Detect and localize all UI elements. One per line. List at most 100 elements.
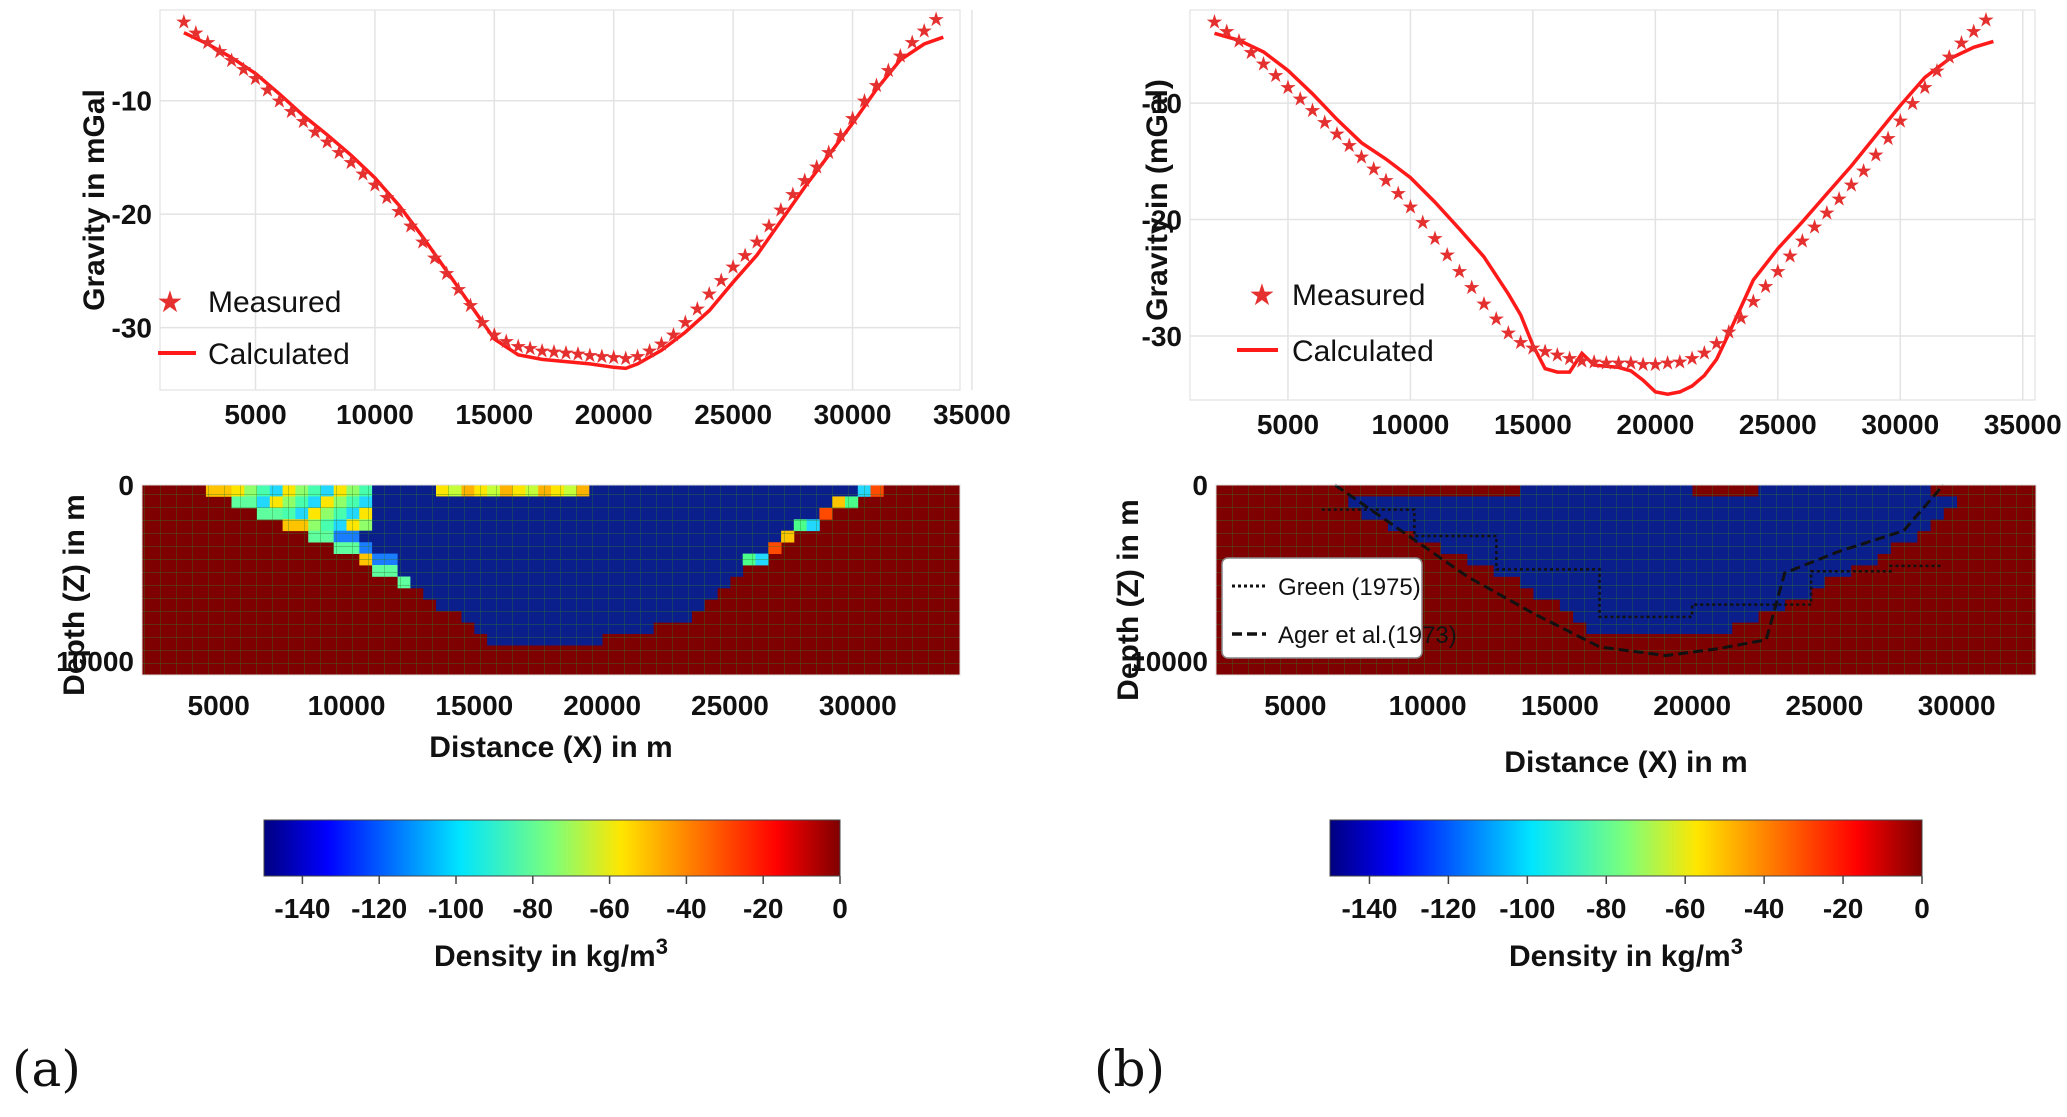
- measured-point-b: ★: [1867, 144, 1885, 166]
- measured-point-a: ★: [438, 263, 456, 285]
- measured-point-a: ★: [772, 200, 790, 222]
- measured-point-a: ★: [521, 338, 539, 360]
- colorbar-tick-label-b: -120: [1420, 893, 1476, 924]
- gravity-legend-a: ★ Measured Calculated: [157, 286, 350, 371]
- measured-point-a: ★: [533, 340, 551, 362]
- colorbar-label-a: Density in kg/m3: [434, 934, 668, 973]
- measured-point-a: ★: [856, 91, 874, 113]
- measured-point-a: ★: [330, 142, 348, 164]
- model-y-tick-label-b: 0: [1192, 470, 1208, 501]
- colorbar-tick-label-b: -80: [1586, 893, 1626, 924]
- measured-point-a: ★: [700, 284, 718, 306]
- colorbar-tick-label-b: -20: [1823, 893, 1863, 924]
- measured-point-a: ★: [485, 324, 503, 346]
- measured-point-b: ★: [1646, 354, 1664, 376]
- depth-ylabel-b: Depth (Z) in m: [1112, 499, 1145, 701]
- model-x-tick-label-a: 5000: [188, 690, 250, 721]
- measured-point-a: ★: [927, 9, 945, 31]
- measured-point-b: ★: [1352, 147, 1370, 169]
- measured-point-b: ★: [1744, 291, 1762, 313]
- colorbar-label-a-text: Density in kg/m: [434, 940, 656, 973]
- measured-point-b: ★: [1806, 217, 1824, 239]
- colorbar-a: -140 -120 -100 -80 -60 -40 -20 0: [263, 819, 848, 924]
- measured-point-a: ★: [676, 312, 694, 334]
- colorbar-label-b: Density in kg/m3: [1509, 934, 1743, 973]
- colorbar-tick-label-a: -140: [274, 893, 330, 924]
- measured-point-b: ★: [1597, 353, 1615, 375]
- model-x-tick-label-b: 15000: [1521, 690, 1599, 721]
- measured-point-b: ★: [1414, 212, 1432, 234]
- measured-point-b: ★: [1842, 175, 1860, 197]
- model-x-tick-label-a: 30000: [819, 690, 897, 721]
- model-x-tick-label-b: 5000: [1264, 690, 1326, 721]
- colorbar-label-b-text: Density in kg/m: [1509, 940, 1731, 973]
- model-x-tick-label-a: 25000: [691, 690, 769, 721]
- measured-point-b: ★: [1953, 33, 1971, 55]
- x-tick-label-a: 15000: [455, 399, 533, 430]
- measured-point-a: ★: [258, 79, 276, 101]
- measured-point-b: ★: [1855, 161, 1873, 183]
- legend-measured-label-a: Measured: [208, 286, 341, 319]
- measured-point-a: ★: [270, 91, 288, 113]
- measured-point-b: ★: [1585, 352, 1603, 374]
- measured-point-a: ★: [808, 157, 826, 179]
- measured-point-b: ★: [1671, 352, 1689, 374]
- measured-point-a: ★: [617, 348, 635, 370]
- measured-point-a: ★: [760, 216, 778, 238]
- measured-point-b: ★: [1401, 197, 1419, 219]
- x-tick-label-b: 25000: [1739, 409, 1817, 440]
- measured-point-b: ★: [1463, 277, 1481, 299]
- measured-point-b: ★: [1512, 332, 1530, 354]
- gravity-plot-b-bg: [1189, 9, 2036, 401]
- x-tick-label-a: 30000: [814, 399, 892, 430]
- measured-point-a: ★: [867, 75, 885, 97]
- model-x-tick-label-a: 20000: [563, 690, 641, 721]
- measured-point-a: ★: [294, 111, 312, 133]
- measured-point-a: ★: [748, 231, 766, 253]
- measured-point-a: ★: [199, 32, 217, 54]
- measured-point-b: ★: [1475, 293, 1493, 315]
- colorbar-tick-label-a: 0: [832, 893, 848, 924]
- y-tick-label-a: -10: [112, 86, 152, 117]
- calculated-line-b: [1214, 31, 1994, 396]
- legend-measured-label-b: Measured: [1292, 279, 1425, 312]
- measured-point-b: ★: [1303, 100, 1321, 122]
- legend-measured-marker-a: ★: [157, 286, 184, 319]
- measured-point-b: ★: [1279, 77, 1297, 99]
- measured-point-a: ★: [473, 312, 491, 334]
- measured-point-a: ★: [796, 170, 814, 192]
- measured-point-a: ★: [175, 11, 193, 33]
- model-x-tick-label-b: 25000: [1785, 690, 1863, 721]
- x-tick-label-b: 5000: [1257, 409, 1319, 440]
- measured-point-a: ★: [223, 50, 241, 72]
- legend-measured-marker-b: ★: [1249, 279, 1276, 312]
- measured-point-b: ★: [1879, 128, 1897, 150]
- measured-point-a: ★: [426, 247, 444, 269]
- measured-point-b: ★: [1757, 276, 1775, 298]
- measured-point-b: ★: [1328, 123, 1346, 145]
- measured-point-b: ★: [1634, 354, 1652, 376]
- measured-point-b: ★: [1720, 321, 1738, 343]
- y-tick-label-b: -30: [1142, 321, 1182, 352]
- measured-point-a: ★: [653, 333, 671, 355]
- colorbar-tick-label-a: -60: [589, 893, 629, 924]
- measured-point-b: ★: [1916, 77, 1934, 99]
- colorbar-tick-label-a: -80: [513, 893, 553, 924]
- measured-point-a: ★: [366, 175, 384, 197]
- measured-point-a: ★: [342, 152, 360, 174]
- measured-point-a: ★: [820, 142, 838, 164]
- model-legend-ager-label: Ager et al.(1973): [1278, 622, 1457, 649]
- measured-point-b: ★: [1732, 307, 1750, 329]
- colorbar-tick-label-b: -40: [1744, 893, 1784, 924]
- measured-point-a: ★: [891, 45, 909, 67]
- measured-point-b: ★: [1940, 47, 1958, 69]
- colorbar-tick-label-a: -120: [351, 893, 407, 924]
- measured-point-a: ★: [509, 336, 527, 358]
- measured-point-b: ★: [1438, 244, 1456, 266]
- y-tick-label-a: -30: [112, 313, 152, 344]
- colorbar-tick-label-a: -100: [428, 893, 484, 924]
- x-tick-label-b: 15000: [1494, 409, 1572, 440]
- depth-ylabel-a: Depth (Z) in m: [58, 494, 91, 696]
